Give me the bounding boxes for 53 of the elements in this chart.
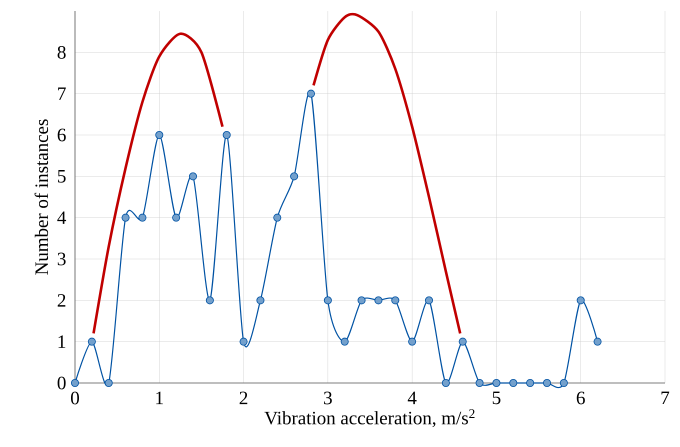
x-tick-label: 0: [70, 392, 79, 404]
x-tick-label: 7: [662, 392, 670, 404]
point: [408, 338, 416, 346]
x-axis-title: Vibration acceleration, m/s$^{2}$: [264, 409, 475, 428]
y-tick-label: 1: [58, 335, 66, 348]
y-tick-label: 3: [58, 252, 66, 266]
y-tick-label: 7: [58, 87, 66, 100]
point: [458, 338, 467, 346]
point: [576, 296, 585, 304]
point: [222, 131, 231, 140]
point: [560, 379, 568, 387]
point: [172, 214, 180, 222]
point: [442, 379, 450, 387]
point: [307, 90, 315, 98]
point: [206, 296, 214, 304]
point: [71, 379, 79, 387]
point: [391, 296, 400, 304]
x-tick-label: 6: [576, 392, 585, 404]
point: [476, 379, 484, 387]
x-tick-label: 2: [240, 392, 248, 404]
point: [189, 172, 197, 180]
point: [509, 379, 518, 387]
point: [122, 214, 130, 222]
y-tick-label: 8: [58, 46, 66, 59]
point: [138, 214, 146, 222]
point: [155, 131, 164, 140]
point: [425, 296, 433, 304]
point: [358, 296, 366, 304]
point: [526, 379, 534, 387]
y-tick-label: 4: [57, 211, 66, 224]
point: [594, 338, 602, 346]
x-tick-label: 5: [492, 392, 500, 404]
point: [374, 296, 382, 304]
y-tick-label: 5: [58, 170, 66, 183]
point: [340, 338, 349, 346]
point: [273, 214, 282, 222]
point: [290, 172, 298, 180]
point: [324, 296, 332, 304]
y-tick-label: 2: [58, 294, 66, 307]
point: [256, 296, 264, 304]
point: [543, 379, 551, 387]
x-tick-label: 4: [408, 392, 417, 404]
point: [104, 379, 113, 387]
y-tick-label: 6: [58, 128, 66, 142]
point: [492, 379, 500, 387]
line-series: [312, 12, 462, 335]
x-tick-label: 3: [324, 392, 332, 404]
x-tick-label: 1: [156, 392, 163, 404]
y-tick-label: 0: [58, 376, 66, 390]
line-series: [92, 32, 224, 335]
point: [88, 338, 96, 346]
y-axis-title: Number of instances: [34, 119, 48, 275]
point: [240, 338, 248, 346]
